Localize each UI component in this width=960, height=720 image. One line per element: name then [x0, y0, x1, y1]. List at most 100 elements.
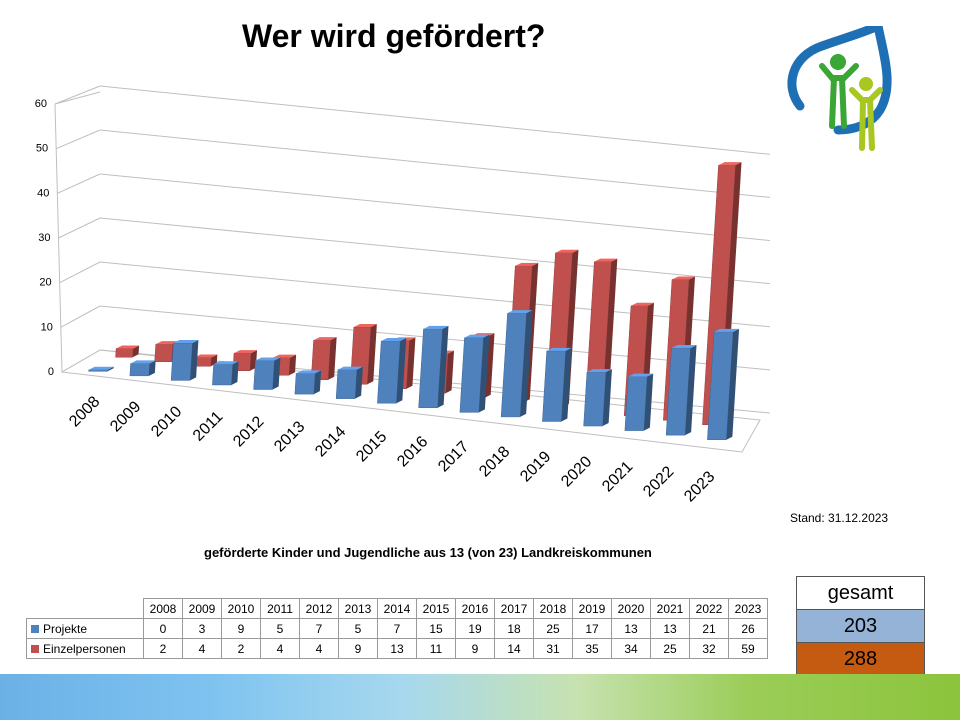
bar-front: [377, 340, 401, 404]
bar-side: [328, 337, 337, 380]
x-tick-label: 2010: [148, 403, 185, 440]
x-tick-label: 2023: [681, 468, 718, 505]
bar-projekte: [459, 334, 490, 413]
bar-einzelpersonen: [310, 337, 337, 380]
bar-side: [643, 373, 654, 431]
table-value: 25: [650, 638, 690, 659]
bar-front: [115, 348, 134, 358]
data-table: 2008 2009 2010 2011 2012 2013 2014 2015 2016 2017…: [26, 598, 768, 659]
x-tick-label: 2008: [66, 393, 103, 430]
bar-side: [726, 328, 740, 440]
x-tick-label: 2016: [394, 433, 431, 470]
bar-projekte: [212, 361, 239, 386]
bar-top: [555, 249, 579, 253]
bar-top: [273, 354, 297, 358]
legend-key-projekte: [31, 625, 39, 634]
table-value: 31: [533, 638, 573, 659]
bar-projekte: [542, 347, 572, 422]
table-value: 32: [689, 638, 729, 659]
table-value: 5: [338, 618, 378, 639]
bar-side: [272, 357, 281, 390]
bar-side: [289, 354, 297, 376]
table-value: 13: [377, 638, 417, 659]
bar-side: [190, 340, 199, 381]
table-year: 2023: [728, 598, 768, 619]
gridline-side-30: [58, 217, 101, 239]
bar-top: [628, 373, 654, 377]
bar-side: [561, 347, 572, 422]
table-year: 2016: [455, 598, 495, 619]
bar-top: [155, 341, 179, 345]
row-label-einzelpersonen: Einzelpersonen: [26, 638, 144, 659]
table-value: 7: [299, 618, 339, 639]
y-tick-label: 40: [37, 187, 49, 199]
y-tick-label: 0: [48, 366, 54, 378]
bar-side: [484, 333, 495, 398]
bar-top: [173, 340, 199, 344]
bar-projekte: [335, 366, 363, 399]
totals-header: gesamt: [796, 576, 925, 610]
y-tick-label: 20: [39, 277, 51, 289]
bar-side: [148, 360, 156, 376]
bar-top: [594, 258, 618, 262]
gridline-side-40: [57, 173, 101, 194]
bar-top: [88, 366, 114, 370]
table-value: 4: [299, 638, 339, 659]
table-year: 2010: [221, 598, 261, 619]
y-tick-label: 10: [41, 321, 53, 333]
bar-side: [445, 350, 455, 394]
table-year: 2011: [260, 598, 300, 619]
table-value: 34: [611, 638, 651, 659]
gridline-30: [99, 217, 771, 285]
y-tick-label: 50: [36, 143, 48, 155]
table-year: 2013: [338, 598, 378, 619]
x-tick-label: 2019: [517, 448, 554, 485]
total-projekte: 203: [796, 609, 925, 643]
bar-top: [381, 337, 407, 341]
series-name-projekte: Projekte: [43, 621, 88, 636]
bar-top: [116, 345, 140, 349]
bar-einzelpersonen: [193, 354, 218, 367]
x-tick-label: 2018: [476, 443, 513, 480]
gridline-60: [99, 85, 771, 155]
bar-top: [464, 334, 490, 338]
x-tick-label: 2014: [312, 423, 349, 460]
table-value: 7: [377, 618, 417, 639]
bar-top: [296, 370, 322, 374]
bar-top: [353, 324, 377, 328]
gridline-side-0: [61, 349, 101, 373]
bar-front: [294, 373, 316, 395]
bar-top: [631, 302, 655, 306]
y-tick-label: 30: [38, 232, 50, 244]
table-value: 4: [260, 638, 300, 659]
table-year: 2019: [572, 598, 612, 619]
page-title: Wer wird gefördert?: [242, 18, 546, 54]
chart-walls: [54, 85, 771, 453]
table-year: 2020: [611, 598, 651, 619]
bar-top: [313, 337, 337, 341]
y-axis: 0 10 20 30 40 50 60: [35, 98, 54, 378]
bar-projekte: [583, 369, 612, 427]
bar-front: [624, 376, 648, 431]
table-value: 17: [572, 618, 612, 639]
table-value: 15: [416, 618, 456, 639]
bar-front: [253, 360, 275, 390]
bar-projekte: [377, 337, 407, 404]
table-year: 2021: [650, 598, 690, 619]
table-value: 9: [338, 638, 378, 659]
bar-side: [396, 337, 407, 404]
legend-key-einzelpersonen: [31, 645, 39, 654]
table-year: 2022: [689, 598, 729, 619]
bar-front: [583, 371, 607, 427]
gridline-side-60: [54, 85, 101, 105]
x-tick-label: 2015: [353, 428, 390, 465]
table-value: 18: [494, 618, 534, 639]
table-value: 25: [533, 618, 573, 639]
table-value: 4: [182, 638, 222, 659]
series-name-einzelpersonen: Einzelpersonen: [43, 641, 126, 656]
bar-top: [255, 357, 281, 361]
row-label-projekte: Projekte: [26, 618, 144, 639]
x-tick-label: 2009: [107, 398, 144, 435]
x-tick-label: 2021: [599, 458, 636, 495]
